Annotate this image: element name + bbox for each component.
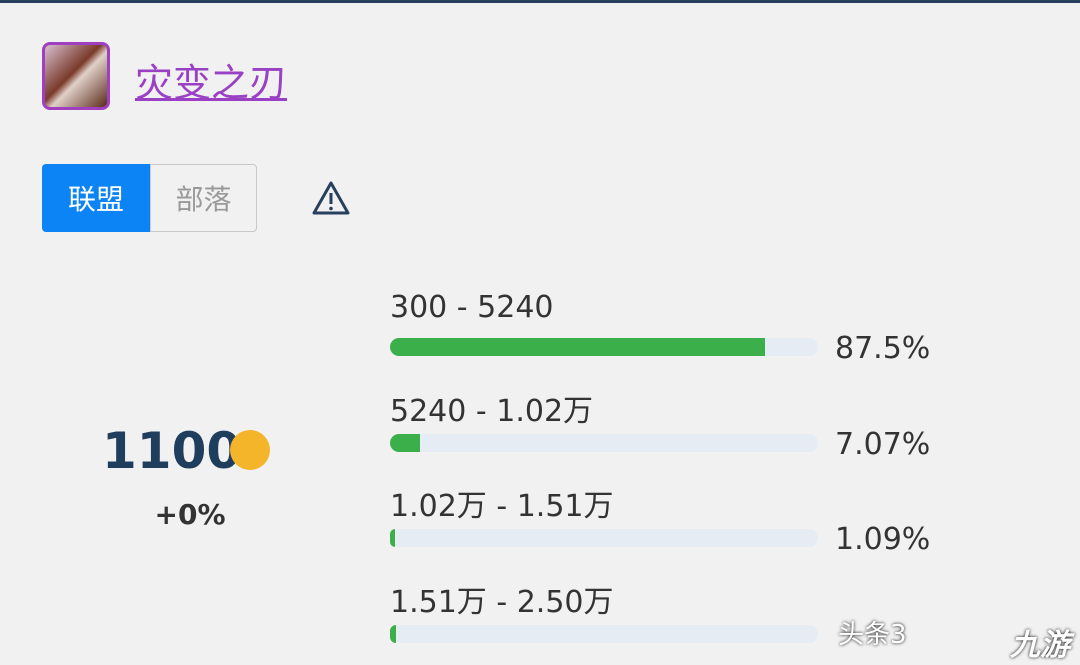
percent-label: 7.07%	[835, 426, 931, 462]
tab[interactable]: 部落	[150, 164, 257, 232]
watermark: 头条3	[838, 620, 907, 650]
gold-icon	[230, 430, 270, 470]
bar-track	[390, 529, 818, 547]
warning-icon[interactable]	[312, 180, 350, 216]
bar-track	[390, 624, 818, 643]
tab-active[interactable]: 联盟	[42, 164, 150, 232]
top-border	[0, 0, 1080, 3]
range-label: 1.51万 - 2.50万	[390, 584, 614, 620]
bar	[390, 529, 395, 547]
item-name[interactable]: 灾变之刃	[135, 61, 288, 105]
bar	[390, 338, 765, 356]
price: 1100	[102, 422, 242, 480]
price-change: +0%	[154, 498, 226, 531]
range-label: 5240 - 1.02万	[390, 393, 594, 429]
item-icon[interactable]	[42, 42, 110, 110]
bar-track	[390, 433, 818, 452]
range-label: 1.02万 - 1.51万	[390, 489, 614, 524]
percent-label: 87.5%	[835, 331, 931, 366]
watermark: 九游	[1010, 628, 1070, 663]
range-label: 300 - 5240	[390, 290, 554, 325]
percent-label: 1.09%	[835, 522, 931, 557]
bar	[390, 624, 397, 643]
bar	[390, 433, 421, 452]
